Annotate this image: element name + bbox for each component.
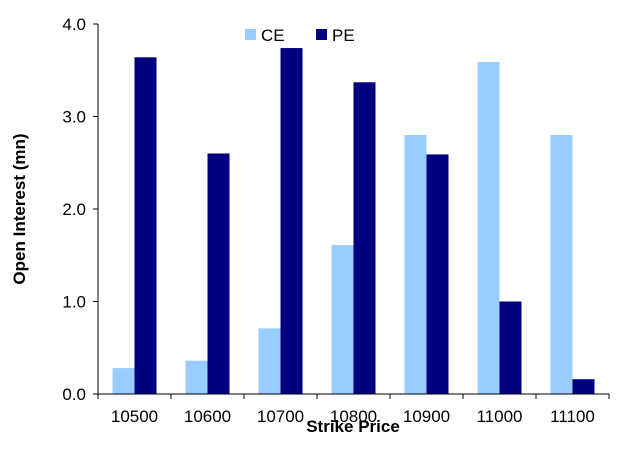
legend: CE PE — [245, 26, 355, 45]
legend-label-pe: PE — [332, 26, 355, 45]
x-axis-title: Strike Price — [306, 417, 400, 436]
y-axis-title: Open Interest (mn) — [10, 133, 29, 284]
y-tick-label: 1.0 — [62, 293, 86, 312]
x-tick-label: 11100 — [550, 407, 595, 426]
bar-pe-10800 — [353, 82, 376, 395]
x-tick-label: 11000 — [476, 407, 522, 426]
bar-pe-11000 — [499, 301, 522, 394]
bars-group — [112, 48, 595, 395]
bar-ce-10800 — [331, 245, 354, 394]
y-tick-label: 3.0 — [62, 108, 86, 127]
y-tick-label: 2.0 — [62, 200, 86, 219]
x-tick-label: 10600 — [184, 407, 231, 426]
legend-swatch-ce — [245, 29, 256, 40]
x-ticks-group: 10500 10600 10700 10800 10900 11000 11100 — [97, 394, 610, 426]
bar-ce-11000 — [477, 61, 500, 395]
bar-ce-10900 — [404, 135, 427, 394]
x-tick-label: 10900 — [403, 407, 450, 426]
bar-pe-10600 — [207, 153, 230, 394]
bar-ce-11100 — [550, 135, 573, 394]
bar-ce-10700 — [258, 328, 281, 394]
y-tick-label: 4.0 — [62, 15, 86, 34]
x-tick-label: 10700 — [257, 407, 304, 426]
bar-pe-10700 — [280, 48, 303, 395]
legend-label-ce: CE — [261, 26, 285, 45]
bar-pe-10900 — [426, 154, 449, 394]
x-tick-label: 10800 — [330, 407, 377, 426]
bar-ce-10600 — [185, 360, 208, 394]
bar-pe-10500 — [134, 57, 157, 395]
y-tick-label: 0.0 — [62, 385, 86, 404]
legend-swatch-pe — [316, 29, 327, 40]
bar-ce-10500 — [112, 368, 135, 394]
x-tick-label: 10500 — [111, 407, 158, 426]
y-ticks-group: 0.0 1.0 2.0 3.0 4.0 — [62, 15, 98, 404]
bar-pe-11100 — [572, 379, 595, 394]
